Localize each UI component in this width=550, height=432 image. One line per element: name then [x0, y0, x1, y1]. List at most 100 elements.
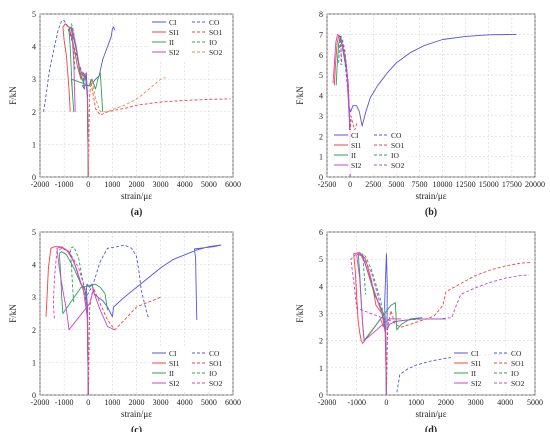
y-tick-label: 0: [319, 391, 323, 400]
series-line-so1: [385, 261, 533, 395]
y-tick-label: 5: [32, 228, 36, 237]
legend-entry: SI2: [471, 379, 482, 388]
y-axis-label: F/kN: [8, 304, 18, 323]
y-axis-label: F/kN: [295, 86, 305, 105]
legend-entry: SI2: [169, 379, 180, 388]
chart-panel-d: -2000 -1000 0 1000 2000 3000 4000 5000 0 1 2 3 4 5 6 st…: [295, 228, 543, 432]
legend-box: [149, 348, 229, 392]
x-axis-label: strain/με: [121, 409, 152, 419]
x-tick-label: 2500: [365, 180, 381, 189]
x-tick-label: 1000: [408, 398, 424, 407]
legend-entry: CO: [391, 131, 402, 140]
y-tick-label: 5: [319, 255, 323, 264]
x-tick-label: 3000: [153, 180, 169, 189]
legend-box: [331, 130, 411, 174]
y-tick-label: 6: [319, 51, 323, 60]
series-line-ci: [348, 33, 517, 177]
x-tick-label: 5000: [527, 398, 543, 407]
x-tick-label: 1000: [104, 180, 120, 189]
x-tick-label: 0: [86, 398, 90, 407]
x-tick-label: 0: [86, 180, 90, 189]
series-line-co: [85, 244, 150, 395]
y-tick-label: 1: [319, 153, 323, 162]
x-tick-label: 2000: [129, 398, 145, 407]
x-tick-label: -1000: [55, 398, 74, 407]
x-tick-label: 5000: [388, 180, 404, 189]
x-tick-label: 7500: [411, 180, 427, 189]
legend-entry: II: [351, 151, 356, 160]
y-tick-label: 2: [32, 326, 36, 335]
x-tick-label: 5000: [201, 398, 217, 407]
y-tick-label: 2: [319, 132, 323, 141]
series-line-co: [396, 353, 521, 393]
x-tick-label: 4000: [177, 180, 193, 189]
chart-panel-b: -2500 0 2500 5000 7500 10000 12500 15000 17500 20…: [295, 10, 545, 218]
panel-label: (a): [131, 207, 143, 218]
x-tick-label: -1000: [55, 180, 74, 189]
x-tick-label: 6000: [225, 398, 241, 407]
series-group: [45, 244, 222, 395]
x-tick-label: 17500: [502, 180, 522, 189]
y-tick-label: 0: [32, 391, 36, 400]
y-tick-label: 4: [319, 92, 323, 101]
legend-entry: II: [471, 369, 476, 378]
x-tick-label: -2500: [318, 180, 337, 189]
y-tick-label: 0: [319, 173, 323, 182]
legend-entry: SO2: [209, 48, 223, 57]
y-axis-label: F/kN: [295, 304, 305, 323]
series-line-so2: [350, 253, 530, 395]
panel-label: (d): [425, 425, 437, 432]
y-tick-label: 5: [319, 71, 323, 80]
series-line-so2: [87, 77, 166, 177]
x-tick-label: -2000: [318, 398, 337, 407]
legend-entry: CO: [209, 349, 220, 358]
legend-entry: SO1: [511, 359, 525, 368]
y-tick-label: 3: [32, 293, 36, 302]
x-tick-label: 2000: [438, 398, 454, 407]
x-tick-label: -2000: [31, 398, 50, 407]
legend-entry: IO: [391, 151, 399, 160]
legend-entry: CO: [511, 349, 522, 358]
legend-entry: CI: [169, 349, 177, 358]
x-tick-label: 6000: [225, 180, 241, 189]
series-line-ii: [58, 251, 108, 395]
series-line-co: [43, 20, 89, 177]
legend-entry: II: [169, 369, 174, 378]
y-tick-label: 1: [32, 358, 36, 367]
y-tick-label: 3: [319, 310, 323, 319]
x-tick-label: 10000: [433, 180, 453, 189]
x-axis-label: strain/με: [415, 191, 446, 201]
series-group: [332, 33, 517, 177]
legend-entry: SI1: [351, 141, 362, 150]
series-line-si2: [56, 246, 115, 395]
legend-entry: CI: [351, 131, 359, 140]
series-line-ci: [85, 244, 222, 395]
x-tick-label: 20000: [525, 180, 545, 189]
legend-entry: SO2: [511, 379, 525, 388]
y-tick-label: 4: [32, 261, 36, 270]
x-tick-label: 3000: [153, 398, 169, 407]
legend-entry: SO2: [209, 379, 223, 388]
y-axis-label: F/kN: [8, 86, 18, 105]
x-tick-label: 12500: [456, 180, 476, 189]
y-tick-label: 1: [32, 140, 36, 149]
legend-entry: CI: [169, 18, 177, 27]
y-tick-label: 8: [319, 10, 323, 19]
x-tick-label: 4000: [177, 398, 193, 407]
legend-entry: SO1: [391, 141, 405, 150]
legend-entry: SI2: [351, 161, 362, 170]
chart-panel-a: -2000 -1000 0 1000 2000 3000 4000 5000 6000 0 1 2 3 4…: [8, 10, 241, 218]
x-tick-label: 3000: [468, 398, 484, 407]
y-tick-label: 0: [32, 173, 36, 182]
legend-entry: SI1: [169, 359, 180, 368]
y-tick-label: 4: [319, 282, 323, 291]
series-line-si2: [70, 26, 89, 177]
y-tick-label: 1: [319, 364, 323, 373]
x-tick-label: 4000: [497, 398, 513, 407]
x-axis-label: strain/με: [415, 409, 446, 419]
legend-entry: SO1: [209, 28, 223, 37]
